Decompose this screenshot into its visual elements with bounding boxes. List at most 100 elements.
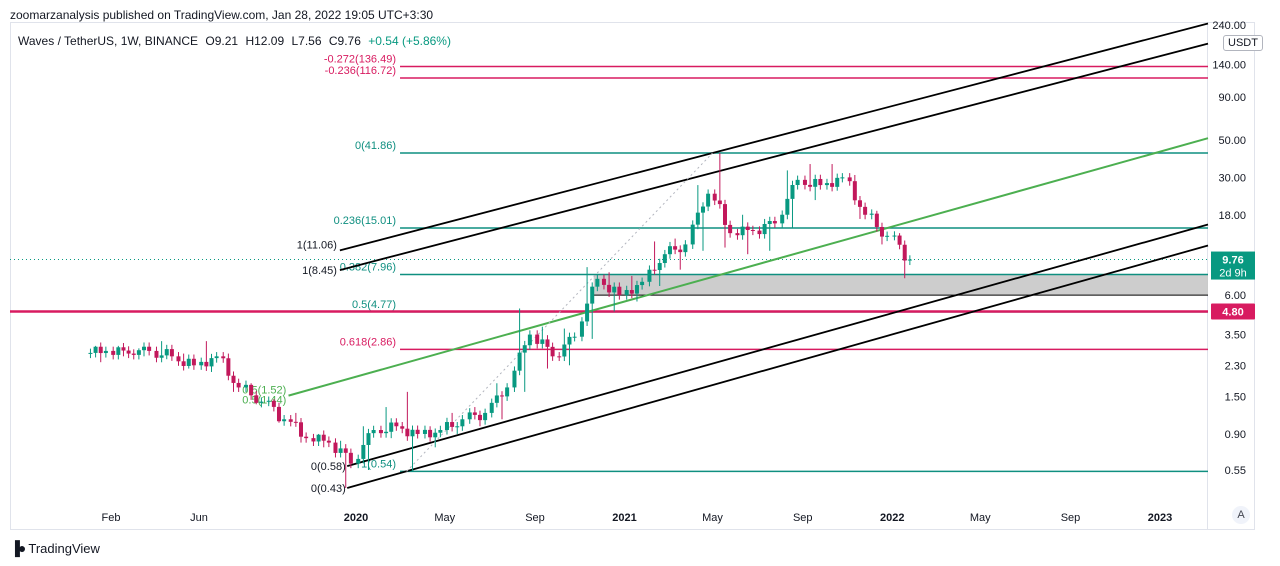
candle-body [88, 352, 93, 354]
candle-body [517, 352, 522, 371]
candle-body [394, 422, 399, 427]
x-tick-label: 2022 [880, 512, 904, 524]
x-tick-label: Sep [525, 512, 545, 524]
candle-body [131, 353, 136, 355]
candle-body [512, 370, 517, 388]
candle-body [662, 254, 667, 264]
candle-body [700, 206, 705, 213]
bar-countdown: 2d 9h [1219, 268, 1247, 280]
candle-body [690, 224, 695, 245]
tradingview-logo-icon: ▐● [10, 540, 26, 556]
candle-body [116, 347, 121, 355]
candle-body [717, 200, 722, 205]
candle-body [772, 221, 777, 224]
candle-body [857, 200, 862, 207]
candle-body [343, 448, 348, 453]
y-tick-label: 30.00 [1218, 172, 1246, 184]
candle-body [467, 412, 472, 420]
candle-body [557, 356, 562, 358]
y-tick-label: 0.55 [1225, 465, 1246, 477]
y-tick-label: 2.30 [1225, 360, 1246, 372]
candle-body [311, 438, 316, 442]
fib-level-label: 0.236(15.01) [334, 215, 396, 227]
candle-body [657, 263, 662, 271]
candle-body [540, 339, 545, 344]
candle-body [728, 224, 733, 234]
candle-body [259, 401, 264, 403]
candle-body [361, 444, 366, 459]
candle-body [579, 321, 584, 337]
candle-body [722, 204, 727, 225]
candle-body [824, 183, 829, 186]
candle-body [483, 412, 488, 421]
candle-body [667, 246, 672, 255]
y-tick-label: 6.00 [1225, 290, 1246, 302]
candle-body [647, 269, 652, 282]
candle-body [550, 346, 555, 357]
channel-label-upper-b: 1(8.45) [302, 265, 337, 277]
candle-body [276, 406, 281, 422]
candle-body [567, 336, 572, 345]
candle-body [585, 303, 590, 322]
candle-body [830, 183, 835, 187]
channel-lower-line-b [346, 244, 1209, 489]
candle-body [243, 384, 248, 388]
candle-body [472, 412, 477, 415]
candle-body [505, 387, 510, 397]
green-trend-line [288, 137, 1209, 397]
candle-body [607, 284, 612, 293]
candle-body [282, 419, 287, 422]
candle-body [209, 358, 214, 367]
candle-body [288, 419, 293, 422]
candle-body [249, 384, 254, 396]
candle-body [740, 226, 745, 236]
candle-body [147, 346, 152, 351]
candle-body [326, 440, 331, 443]
auto-scale-button[interactable]: A [1232, 506, 1250, 524]
candle-body [757, 230, 762, 235]
candle-body [271, 400, 276, 407]
candle-body [298, 422, 303, 437]
candle-body [897, 235, 902, 245]
y-tick-label: 3.50 [1225, 330, 1246, 342]
candle-body [678, 249, 683, 253]
x-tick-label: 2020 [344, 512, 368, 524]
candle-body [181, 361, 186, 366]
candle-body [494, 395, 499, 403]
candle-body [652, 269, 657, 271]
candle-body [813, 178, 818, 187]
support-zone [593, 274, 1208, 296]
candle-body [176, 356, 181, 362]
green-line-label-b: 0.5(1.44) [242, 395, 286, 407]
candle-body [522, 345, 527, 353]
candle-body [885, 235, 890, 237]
candle-body [640, 281, 645, 286]
candle-body [562, 344, 567, 357]
candle-body [624, 290, 629, 296]
candle-body [121, 347, 126, 351]
close-value: C9.76 [328, 34, 361, 48]
candle-body [428, 429, 433, 438]
x-tick-label: May [434, 512, 455, 524]
fib-level-label: -0.272(136.49) [324, 54, 396, 66]
candle-body [422, 429, 427, 434]
candle-body [892, 235, 897, 237]
candle-body [231, 375, 236, 383]
currency-label[interactable]: USDT [1223, 35, 1263, 51]
tradingview-logo[interactable]: ▐● TradingView [10, 540, 100, 556]
candle-body [460, 419, 465, 427]
channel-upper-line-b [339, 42, 1209, 271]
candle-body [572, 336, 577, 338]
candle-body [186, 358, 191, 366]
x-tick-label: 2023 [1148, 512, 1172, 524]
candle-body [410, 429, 415, 437]
change-value: +0.54 (+5.86%) [368, 34, 451, 48]
candle-body [378, 430, 383, 434]
candle-body [98, 346, 103, 354]
open-value: O9.21 [205, 34, 239, 48]
candle-body [835, 177, 840, 187]
candle-body [545, 339, 550, 347]
fib-level-label: -0.236(116.72) [325, 65, 396, 77]
candle-body [169, 349, 174, 357]
